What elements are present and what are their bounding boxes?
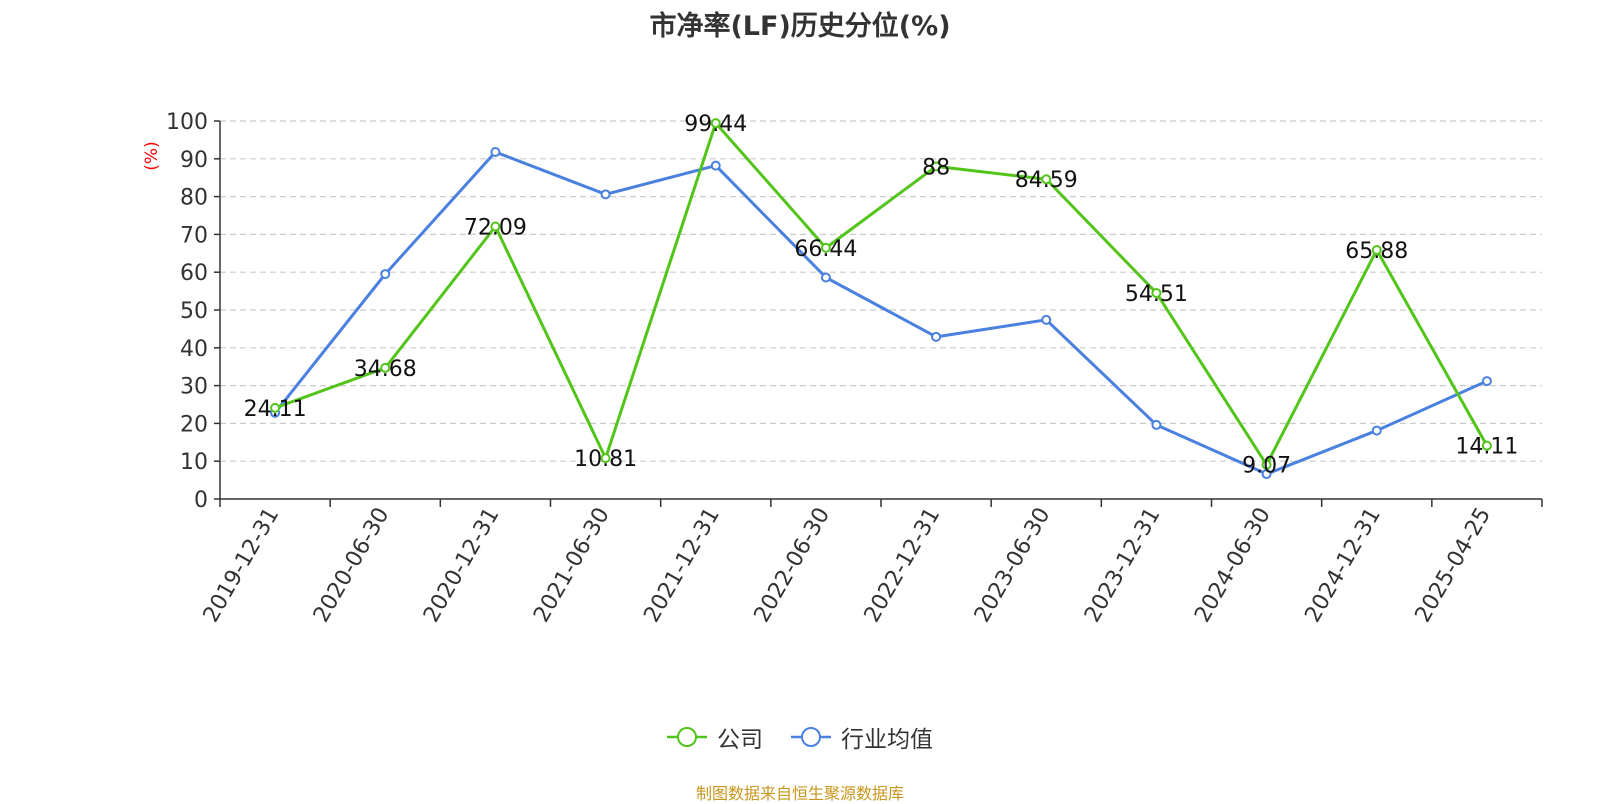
data-point-1 — [1151, 419, 1162, 430]
data-point-0 — [820, 242, 831, 253]
series-line-0 — [274, 121, 1489, 467]
x-tick-label: 2022-06-30 — [750, 504, 836, 627]
data-point-0 — [931, 161, 942, 172]
data-point-1 — [710, 160, 721, 171]
x-tick-label: 2023-06-30 — [970, 504, 1056, 627]
x-tick-label: 2024-12-31 — [1300, 504, 1386, 627]
data-label: 72.09 — [464, 215, 527, 240]
x-tick-label: 2020-06-30 — [309, 504, 395, 627]
x-tick-label: 2022-12-31 — [860, 503, 946, 626]
legend-company-label: 公司 — [717, 727, 763, 753]
y-tick-label: 70 — [180, 223, 208, 248]
y-tick-label: 0 — [194, 488, 208, 513]
data-label: 54.51 — [1125, 282, 1188, 307]
data-point-1 — [490, 146, 501, 157]
data-point-1 — [820, 272, 831, 283]
data-point-0 — [1371, 244, 1382, 255]
legend: 公司 行业均值 — [0, 720, 1600, 754]
data-point-1 — [1371, 425, 1382, 436]
data-point-1 — [931, 331, 942, 342]
x-tick-label: 2019-12-31 — [199, 504, 285, 627]
legend-industry-label: 行业均值 — [841, 727, 933, 753]
chart-title: 市净率(LF)历史分位(%) — [649, 11, 951, 42]
data-source-note: 制图数据来自恒生聚源数据库 — [695, 784, 904, 803]
data-label: 65.88 — [1345, 239, 1408, 264]
y-axis-label: (%) — [142, 141, 162, 170]
data-point-0 — [600, 453, 611, 464]
data-point-1 — [1261, 469, 1272, 480]
x-tick-label: 2025-04-25 — [1411, 504, 1497, 627]
y-tick-label: 30 — [180, 375, 208, 400]
y-tick-label: 80 — [180, 186, 208, 211]
data-point-0 — [1041, 174, 1052, 185]
x-tick-label: 2021-06-30 — [529, 504, 615, 627]
y-tick-label: 10 — [180, 450, 208, 475]
legend-item-industry-average[interactable]: 行业均值 — [791, 720, 933, 754]
data-point-0 — [490, 221, 501, 232]
data-point-0 — [1481, 440, 1492, 451]
data-label: 88 — [922, 155, 950, 180]
data-point-0 — [270, 402, 281, 413]
x-tick-label: 2024-06-30 — [1190, 504, 1276, 627]
y-tick-label: 90 — [180, 148, 208, 173]
x-tick-label: 2020-12-31 — [419, 503, 505, 626]
data-label: 24.11 — [244, 397, 307, 422]
data-label: 84.59 — [1015, 168, 1078, 193]
legend-company-marker-icon — [667, 727, 707, 747]
data-point-0 — [710, 118, 721, 129]
legend-item-company[interactable]: 公司 — [667, 720, 763, 754]
data-point-1 — [600, 189, 611, 200]
x-tick-label: 2021-12-31 — [639, 504, 725, 627]
y-tick-label: 100 — [166, 110, 208, 135]
x-tick-label: 2023-12-31 — [1080, 504, 1166, 627]
data-label: 9.07 — [1242, 454, 1291, 479]
data-point-0 — [1151, 287, 1162, 298]
data-point-0 — [1261, 459, 1272, 470]
series-line-1 — [273, 150, 1488, 476]
y-tick-label: 40 — [180, 337, 208, 362]
data-point-1 — [1481, 376, 1492, 387]
data-label: 14.11 — [1455, 435, 1518, 460]
data-label: 99.44 — [684, 112, 747, 137]
y-tick-label: 60 — [180, 261, 208, 286]
legend-industry-marker-icon — [791, 727, 831, 747]
y-tick-label: 50 — [180, 299, 208, 324]
data-label: 34.68 — [354, 357, 417, 382]
data-point-1 — [1041, 314, 1052, 325]
data-label: 66.44 — [794, 237, 857, 262]
data-label: 10.81 — [574, 447, 637, 472]
data-point-0 — [380, 362, 391, 373]
y-tick-label: 20 — [180, 412, 208, 437]
data-point-1 — [380, 269, 391, 280]
